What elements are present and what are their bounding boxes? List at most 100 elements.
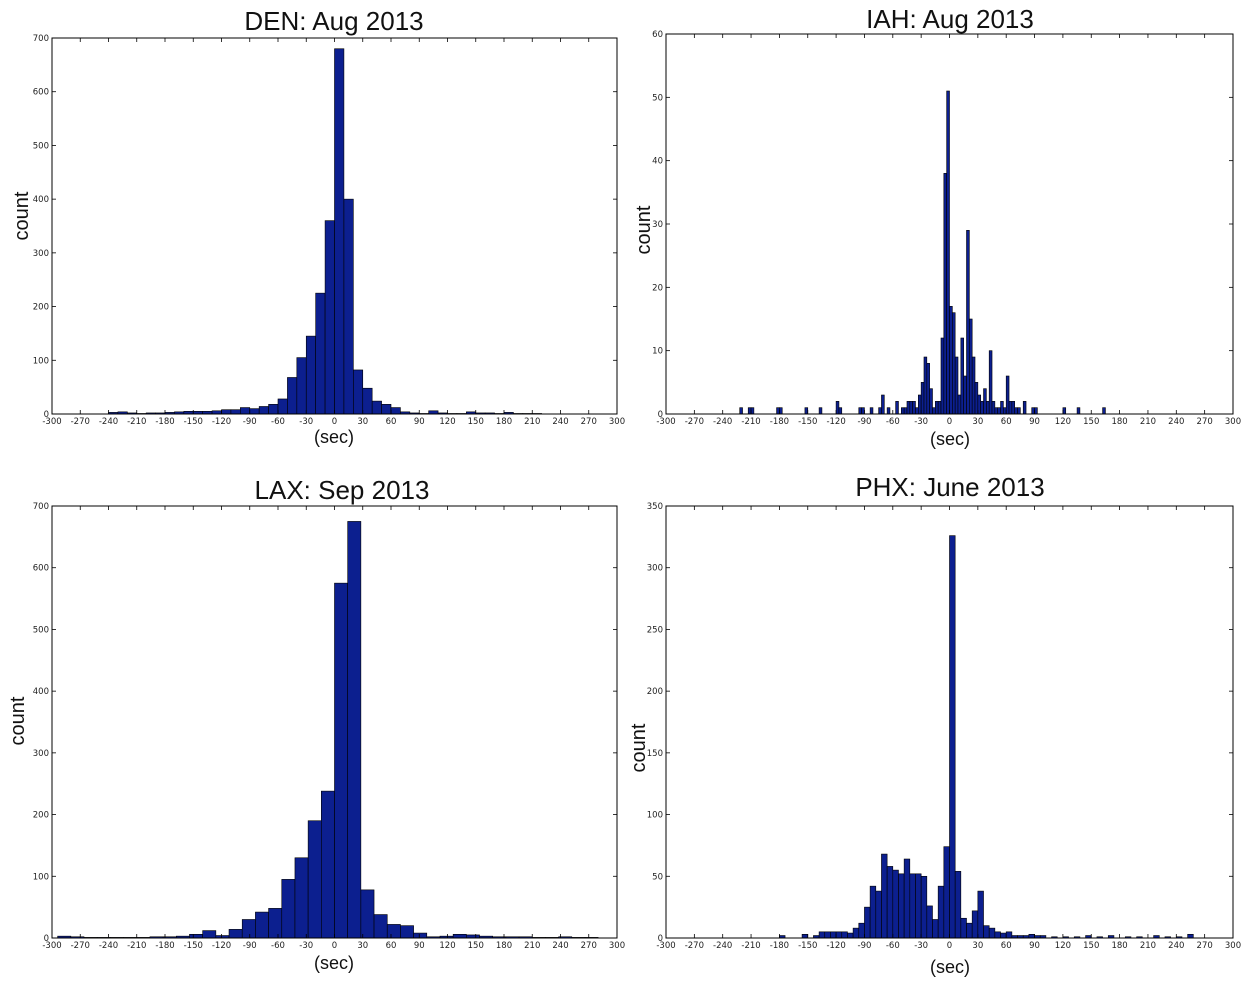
x-tick-label: -270: [71, 417, 90, 427]
histogram-bar: [988, 350, 993, 415]
x-tick-label: 150: [468, 941, 484, 951]
ticks: -300 -270 -240 -210 -180 -150 -120 -90 -60 -30 0 30…: [652, 30, 1241, 427]
histogram-bar: [869, 407, 874, 415]
x-tick-label: 270: [581, 417, 597, 427]
y-tick-label: 50: [652, 872, 663, 882]
histogram-bar: [294, 857, 309, 939]
x-tick-label: -300: [656, 941, 675, 951]
histogram-bar: [903, 858, 911, 939]
x-tick-label: -60: [271, 417, 285, 427]
x-tick-label: 120: [1055, 941, 1071, 951]
x-tick-label: 210: [524, 417, 540, 427]
x-tick-label: -60: [271, 941, 285, 951]
x-tick-label: -210: [741, 417, 760, 427]
x-tick-label: 180: [496, 417, 512, 427]
y-tick-label: 250: [647, 625, 663, 635]
y-tick-label: 60: [652, 30, 663, 40]
y-tick-label: 10: [652, 347, 663, 357]
histogram-bar: [230, 409, 241, 415]
y-tick-label: 400: [33, 687, 49, 697]
y-tick-label: 600: [33, 88, 49, 98]
x-tick-label: -60: [886, 417, 900, 427]
histogram-bar: [835, 401, 840, 415]
y-axis-label: count: [11, 191, 33, 240]
histogram-bar: [362, 387, 373, 415]
histogram-bar: [994, 407, 998, 415]
histogram-bar: [1003, 407, 1007, 415]
histogram-bar: [747, 407, 752, 415]
chart-den: DEN: Aug 2013 count (sec) -300 -270 -240 -2…: [11, 6, 625, 447]
x-tick-label: 300: [1225, 941, 1241, 951]
bars: [779, 535, 1194, 939]
histogram-bar: [371, 400, 382, 415]
histogram-bar: [189, 933, 203, 939]
histogram-bar: [739, 407, 743, 415]
histogram-bar: [971, 356, 976, 415]
y-tick-label: 200: [647, 687, 663, 697]
y-tick-label: 350: [647, 502, 663, 512]
chart-iah: IAH: Aug 2013 count (sec) -300 -270 -240 -2…: [633, 4, 1241, 449]
histogram-bar: [334, 582, 348, 939]
x-tick-label: -150: [798, 941, 817, 951]
histogram-bar: [400, 925, 414, 939]
y-tick-label: 200: [33, 303, 49, 313]
histogram-bar: [818, 931, 826, 939]
histogram-bar: [1187, 933, 1194, 939]
x-tick-label: 60: [386, 417, 397, 427]
histogram-bar: [892, 869, 899, 939]
chart-title: IAH: Aug 2013: [866, 4, 1034, 34]
x-tick-label: -270: [685, 941, 704, 951]
histogram-bar: [903, 407, 908, 415]
y-tick-label: 20: [652, 283, 663, 293]
histogram-bar: [277, 398, 288, 415]
x-tick-label: 300: [609, 417, 625, 427]
y-tick-label: 0: [44, 934, 49, 944]
y-tick-label: 40: [652, 157, 663, 167]
x-tick-label: -120: [826, 941, 845, 951]
x-tick-label: -240: [99, 941, 118, 951]
histogram-bar: [830, 931, 837, 939]
x-tick-label: -240: [99, 417, 118, 427]
histogram-bar: [315, 292, 326, 415]
histogram-bar: [960, 917, 967, 939]
histogram-bar: [390, 407, 401, 415]
histogram-bar: [957, 394, 962, 415]
histogram-bar: [202, 930, 217, 939]
histogram-bar: [960, 337, 964, 415]
histogram-bar: [895, 401, 899, 415]
ticks: -300 -270 -240 -210 -180 -150 -120 -90 -60 -30 0 30…: [33, 34, 625, 427]
histogram-bar: [818, 407, 823, 415]
histogram-bar: [991, 401, 996, 415]
histogram-bar: [343, 198, 354, 415]
histogram-bar: [977, 890, 984, 939]
histogram-bar: [750, 407, 755, 415]
x-tick-label: -300: [42, 941, 61, 951]
histogram-bar: [281, 879, 296, 939]
histogram-bar: [988, 927, 996, 939]
x-tick-label: 240: [1168, 941, 1184, 951]
histogram-bar: [268, 908, 283, 939]
histogram-bar: [1034, 407, 1038, 415]
histogram-bar: [386, 924, 401, 939]
histogram-bar: [980, 401, 984, 415]
x-tick-label: -270: [685, 417, 704, 427]
y-tick-label: 500: [33, 625, 49, 635]
x-tick-label: -150: [184, 417, 203, 427]
histogram-bar: [801, 933, 809, 939]
y-tick-label: 300: [33, 249, 49, 259]
x-tick-label: 210: [1140, 941, 1156, 951]
y-tick-label: 700: [33, 502, 49, 512]
x-tick-label: 90: [1029, 941, 1040, 951]
x-tick-label: -270: [71, 941, 90, 951]
x-tick-label: -120: [826, 417, 845, 427]
histogram-bar: [824, 931, 831, 939]
x-tick-label: -90: [243, 417, 257, 427]
x-tick-label: -240: [713, 417, 732, 427]
x-tick-label: 300: [1225, 417, 1241, 427]
histogram-bar: [915, 407, 919, 415]
x-tick-label: 0: [947, 941, 952, 951]
x-tick-label: 0: [947, 417, 952, 427]
histogram-bar: [943, 173, 947, 415]
x-tick-label: 180: [1111, 941, 1127, 951]
y-tick-label: 600: [33, 564, 49, 574]
